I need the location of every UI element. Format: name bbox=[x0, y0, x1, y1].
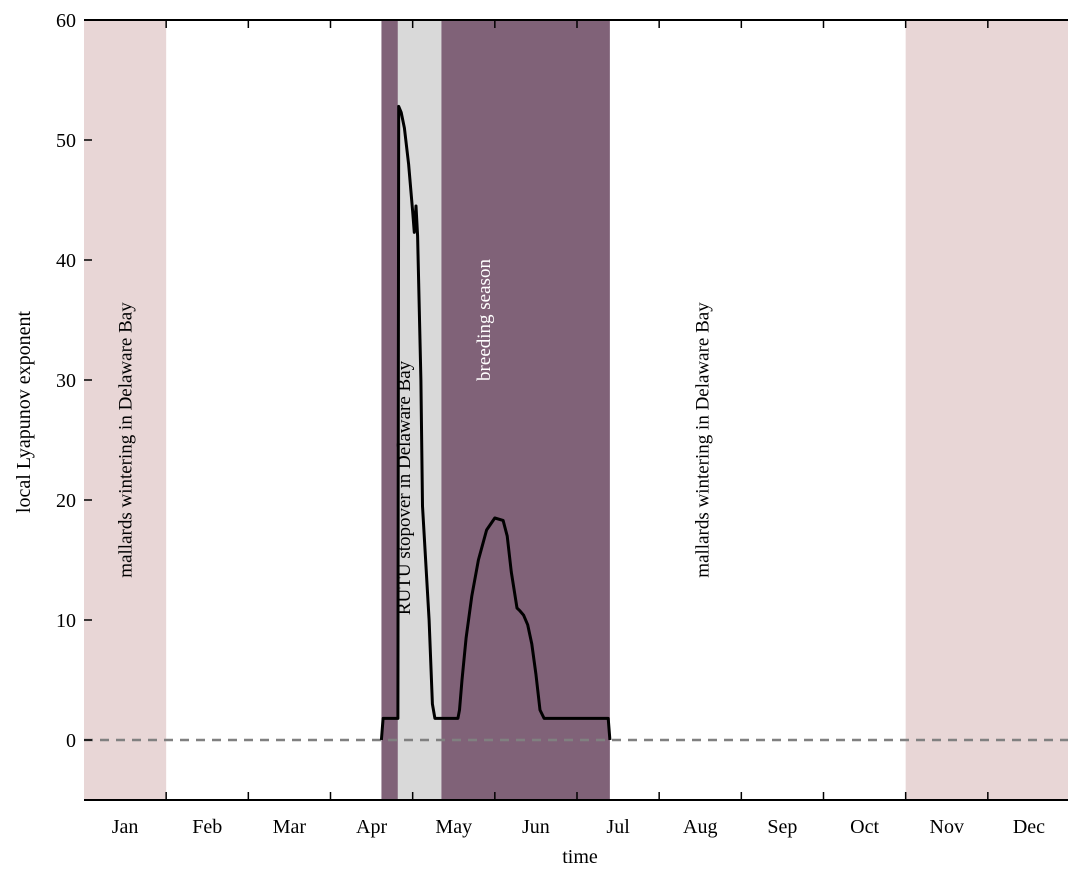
band-label-2: breeding season bbox=[474, 259, 495, 381]
y-tick-label-2: 20 bbox=[56, 490, 76, 512]
y-axis-title: local Lyapunov exponent bbox=[13, 310, 35, 513]
season-band-0 bbox=[84, 20, 167, 800]
x-tick-label-7: Aug bbox=[683, 816, 717, 838]
x-tick-label-1: Feb bbox=[192, 816, 222, 838]
y-tick-label-0: 0 bbox=[66, 730, 76, 752]
x-tick-label-10: Nov bbox=[930, 816, 964, 838]
x-tick-label-0: Jan bbox=[112, 816, 139, 838]
x-tick-label-11: Dec bbox=[1013, 816, 1045, 838]
x-tick-label-5: Jun bbox=[522, 816, 550, 838]
series-layer bbox=[379, 104, 612, 741]
axes bbox=[84, 19, 1068, 801]
season-bands bbox=[84, 20, 1068, 800]
band-label-0: mallards wintering in Delaware Bay bbox=[116, 302, 137, 578]
y-tick-label-5: 50 bbox=[56, 130, 76, 152]
band-labels: mallards wintering in Delaware Bay RUTU s… bbox=[116, 259, 714, 616]
season-band-3 bbox=[397, 20, 442, 800]
band-label-1: RUTU stopover in Delaware Bay bbox=[394, 360, 415, 615]
x-tick-label-3: Apr bbox=[356, 816, 387, 838]
x-tick-label-8: Sep bbox=[767, 816, 797, 838]
x-tick-label-6: Jul bbox=[606, 816, 630, 838]
x-tick-label-2: Mar bbox=[273, 816, 307, 838]
x-axis-title: time bbox=[562, 846, 598, 867]
y-tick-label-1: 10 bbox=[56, 610, 76, 632]
tick-labels: 0 10 20 30 40 50 60 Jan Feb Mar Apr May Jun Jul Aug Sep… bbox=[56, 10, 1045, 838]
y-tick-label-4: 40 bbox=[56, 250, 76, 272]
season-band-1 bbox=[905, 20, 1068, 800]
y-tick-label-6: 60 bbox=[56, 10, 76, 32]
season-band-2 bbox=[381, 20, 398, 800]
season-band-4 bbox=[441, 20, 610, 800]
x-tick-label-9: Oct bbox=[850, 816, 879, 838]
y-tick-label-3: 30 bbox=[56, 370, 76, 392]
band-label-3: mallards wintering in Delaware Bay bbox=[692, 302, 713, 578]
x-tick-label-4: May bbox=[435, 816, 472, 838]
series-line-0 bbox=[379, 104, 612, 741]
